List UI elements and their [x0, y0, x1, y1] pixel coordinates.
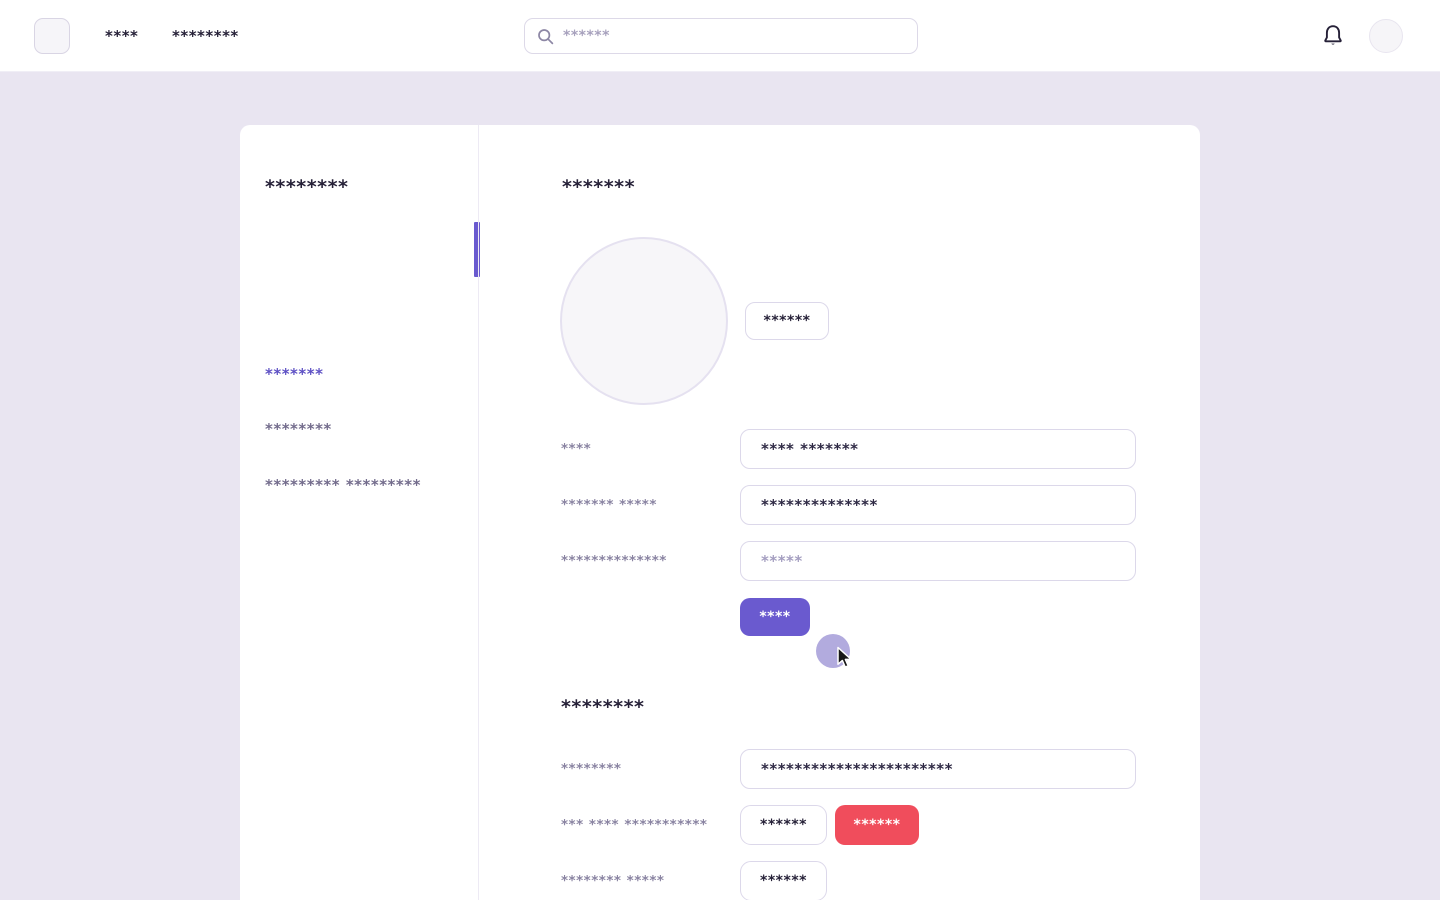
active-item-indicator [474, 222, 480, 277]
nav-item-1[interactable]: **** [105, 27, 139, 45]
field-input-3[interactable] [740, 541, 1136, 581]
search-box[interactable] [524, 18, 918, 54]
field-input-2[interactable] [740, 485, 1136, 525]
sidebar-item-3[interactable]: ********* ********* [265, 476, 421, 494]
click-ripple [816, 634, 850, 668]
field-value-box-5[interactable]: ****** [740, 805, 827, 845]
sidebar-item-1-active[interactable]: ******* [265, 365, 324, 383]
danger-button[interactable]: ****** [835, 805, 919, 845]
sidebar-heading: ******** [265, 176, 349, 198]
top-navbar: **** ******** [0, 0, 1440, 72]
profile-section-heading: ******* [562, 176, 636, 198]
save-button[interactable]: **** [740, 598, 810, 636]
field-label-1: **** [561, 441, 592, 457]
notifications-button[interactable] [1319, 21, 1347, 51]
upload-button[interactable]: ****** [745, 302, 829, 340]
sidebar-item-2[interactable]: ******** [265, 420, 332, 438]
sidebar-divider [478, 125, 479, 900]
search-icon [538, 28, 554, 44]
field-label-5: *** **** *********** [561, 817, 708, 833]
field-label-4: ******** [561, 761, 622, 777]
app-logo[interactable] [34, 18, 70, 54]
field-input-4[interactable] [740, 749, 1136, 789]
nav-item-2[interactable]: ******** [172, 27, 239, 45]
search-input[interactable] [563, 28, 905, 44]
field-value-box-6[interactable]: ****** [740, 861, 827, 900]
field-label-6: ******** ***** [561, 873, 665, 889]
bell-icon [1324, 24, 1342, 45]
field-label-3: ************** [561, 553, 667, 569]
settings-card: ******** ******* ******** ********* ****… [240, 125, 1200, 900]
field-label-2: ******* ***** [561, 497, 657, 513]
field-input-1[interactable] [740, 429, 1136, 469]
profile-picture[interactable] [560, 237, 728, 405]
user-avatar[interactable] [1369, 19, 1403, 53]
second-section-heading: ******** [561, 696, 645, 718]
